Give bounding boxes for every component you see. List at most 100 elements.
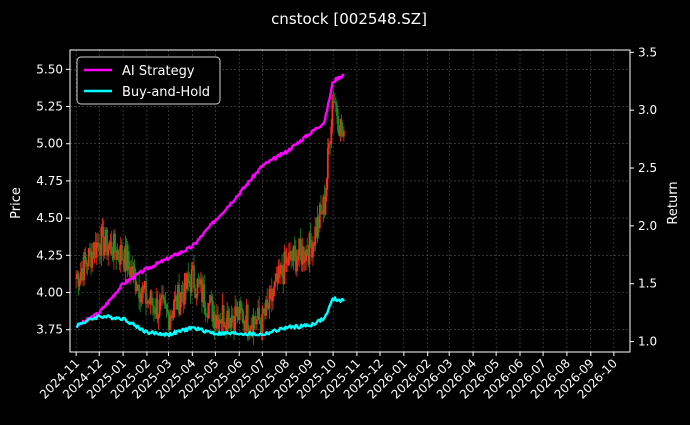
price-candle-body: [191, 265, 194, 269]
price-candle-body: [330, 126, 333, 145]
price-candle-body: [111, 255, 114, 260]
price-candle-body: [331, 100, 334, 127]
price-candle-body: [82, 268, 84, 281]
price-candle-body: [177, 285, 179, 310]
price-candle-body: [296, 260, 298, 272]
price-candle-body: [142, 285, 145, 289]
price-candle-body: [146, 302, 148, 304]
price-candle-body: [227, 310, 230, 329]
price-candle-body: [203, 284, 206, 308]
legend: AI Strategy Buy-and-Hold: [76, 56, 221, 105]
price-candle-body: [218, 319, 221, 330]
price-candle-body: [101, 227, 104, 229]
price-candle-body: [294, 250, 297, 272]
price-candle-body: [272, 295, 274, 302]
price-candle-body: [165, 304, 168, 309]
price-candles: [75, 91, 345, 345]
price-candle-body: [124, 245, 127, 272]
price-candle-body: [305, 249, 307, 261]
price-candle-body: [162, 294, 164, 298]
price-candle-body: [289, 251, 291, 253]
price-candle-body: [84, 252, 87, 260]
price-candle-body: [119, 244, 122, 265]
price-candle-body: [207, 303, 210, 319]
price-candle-body: [275, 273, 278, 281]
y-axis-label-left: Price: [9, 187, 24, 219]
price-candle-body: [337, 116, 340, 132]
price-candle-body: [83, 252, 86, 281]
price-candle-body: [292, 245, 295, 261]
price-candle-body: [90, 250, 92, 268]
price-candle-body: [307, 255, 310, 265]
price-candle-body: [285, 257, 288, 263]
price-candle-body: [197, 279, 200, 282]
price-candle-body: [329, 143, 332, 145]
price-candle-body: [182, 294, 185, 305]
price-candle-body: [169, 318, 171, 330]
price-candle-body: [212, 311, 215, 322]
price-candle-body: [270, 288, 273, 302]
price-candle-body: [250, 325, 253, 329]
price-candle-body: [209, 295, 211, 304]
price-candle-body: [217, 315, 219, 330]
price-candle-body: [283, 251, 286, 284]
price-candle-body: [103, 245, 106, 256]
price-candle-body: [130, 266, 132, 277]
price-candle-body: [132, 266, 135, 276]
price-candle-body: [115, 252, 118, 260]
price-candle-body: [300, 248, 303, 265]
price-candle-body: [284, 251, 287, 263]
price-candle-body: [150, 291, 153, 305]
price-candle-body: [254, 321, 257, 325]
price-candle-body: [86, 263, 89, 267]
price-candle-body: [323, 196, 326, 215]
price-candle-body: [174, 295, 177, 300]
price-candle-body: [113, 233, 115, 260]
price-candle-body: [179, 301, 182, 315]
price-candle-body: [238, 300, 241, 321]
price-candle-body: [99, 251, 102, 256]
price-candle-body: [245, 304, 248, 331]
price-candle-body: [193, 265, 195, 289]
price-candle-body: [269, 288, 272, 290]
y-tick-label-left: 3.75: [36, 323, 63, 337]
price-candle-body: [223, 325, 226, 327]
y-tick-label-right: 3.5: [638, 45, 657, 59]
price-candle-body: [187, 273, 190, 282]
y-tick-label-right: 2.0: [638, 219, 657, 233]
price-candle-body: [205, 313, 208, 315]
price-candle-body: [334, 102, 337, 105]
price-candle-body: [163, 297, 166, 301]
price-candle-body: [237, 306, 240, 321]
price-candle-body: [133, 266, 136, 272]
price-candle-body: [233, 317, 235, 331]
price-candle-body: [264, 313, 266, 316]
price-candle-body: [129, 266, 131, 277]
price-candle-body: [78, 280, 81, 287]
price-candle-body: [246, 304, 249, 332]
plot-frame: [69, 49, 631, 353]
price-candle-body: [122, 259, 124, 261]
price-candle-body: [77, 273, 80, 287]
price-candle-body: [328, 143, 330, 148]
price-candle-body: [186, 273, 189, 289]
price-candle-body: [91, 251, 94, 268]
price-candle-body: [175, 295, 178, 310]
price-candle-body: [214, 322, 217, 329]
price-candle-body: [219, 319, 222, 324]
price-candle-body: [134, 271, 137, 291]
price-candle-body: [75, 277, 78, 279]
price-candle-body: [95, 242, 98, 258]
price-candle-body: [181, 291, 184, 295]
price-candle-body: [79, 272, 82, 281]
price-candle-body: [231, 315, 234, 318]
price-candle-body: [155, 298, 158, 315]
price-candle-body: [325, 178, 328, 197]
price-candle-body: [102, 227, 105, 256]
price-candle-body: [235, 306, 238, 317]
price-candle-body: [274, 280, 277, 287]
price-candle-body: [268, 289, 271, 309]
price-candle-body: [249, 328, 251, 333]
price-candle-body: [297, 256, 299, 261]
